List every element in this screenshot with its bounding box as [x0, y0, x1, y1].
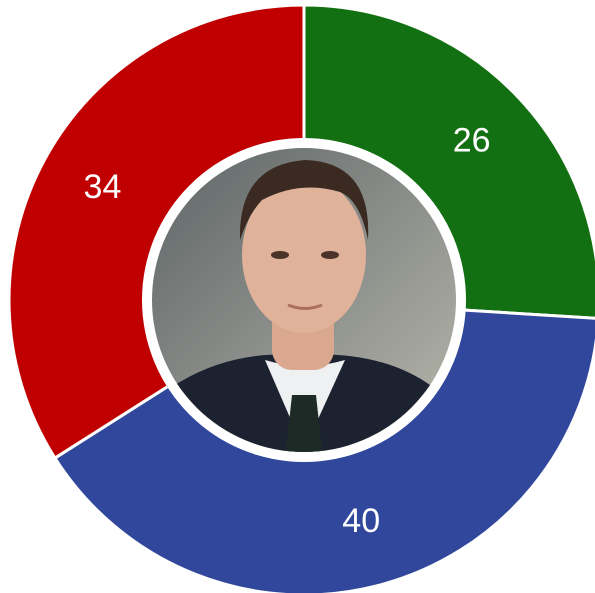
value-label: 40 — [342, 502, 380, 540]
value-label: 34 — [84, 168, 122, 206]
value-label: 26 — [453, 122, 491, 160]
labels: 26 40 34 — [84, 122, 491, 540]
